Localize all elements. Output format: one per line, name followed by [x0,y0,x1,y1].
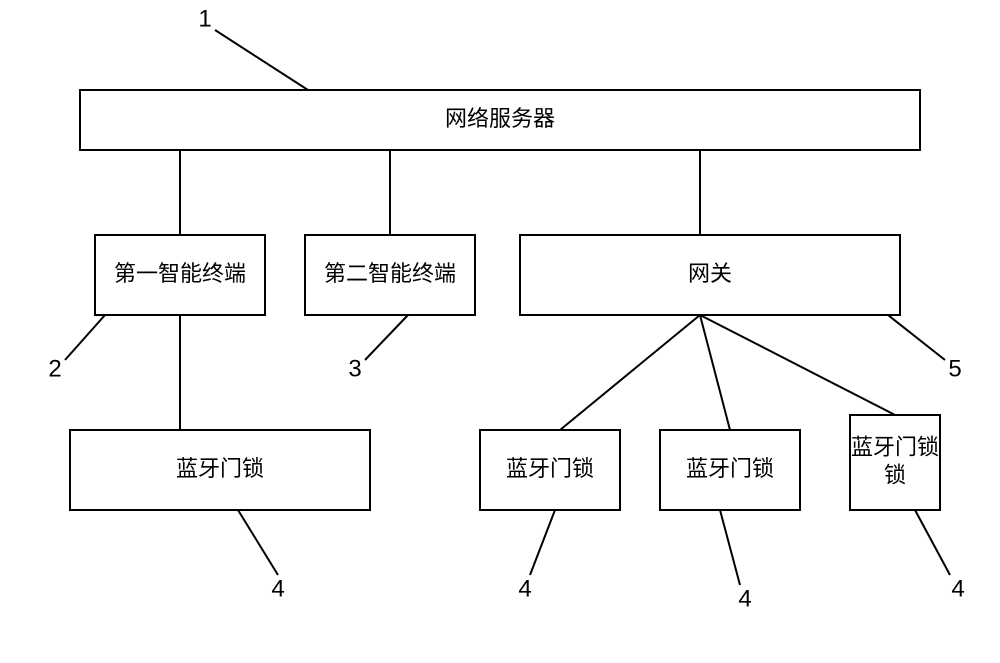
node-lockD-label: 蓝牙门锁 [851,434,939,459]
callout-line-6 [720,510,740,585]
callout-num-5: 4 [518,575,531,602]
node-lockA: 蓝牙门锁 [70,430,370,510]
node-server: 网络服务器 [80,90,920,150]
callout-num-6: 4 [738,585,751,612]
node-gateway-label: 网关 [688,261,732,286]
callout-line-5 [530,510,555,575]
callout-line-1 [65,315,105,360]
node-term2: 第二智能终端 [305,235,475,315]
callout-num-7: 4 [951,575,964,602]
edge-gateway-lockD [700,315,895,415]
node-lockB-label: 蓝牙门锁 [506,456,594,481]
callout-line-7 [915,510,950,575]
callout-num-2: 3 [348,355,361,382]
node-lockC: 蓝牙门锁 [660,430,800,510]
node-term1-label: 第一智能终端 [114,261,246,286]
node-lockD-label2: 锁 [884,462,906,487]
callout-line-2 [365,315,408,360]
callout-num-3: 5 [948,355,961,382]
node-lockD: 蓝牙门锁锁 [850,415,940,510]
callout-num-4: 4 [271,575,284,602]
callout-line-0 [215,30,308,90]
node-server-label: 网络服务器 [445,106,555,131]
callout-num-1: 2 [48,355,61,382]
node-term1: 第一智能终端 [95,235,265,315]
node-lockC-label: 蓝牙门锁 [686,456,774,481]
node-term2-label: 第二智能终端 [324,261,456,286]
node-gateway: 网关 [520,235,900,315]
edge-gateway-lockC [700,315,730,430]
edge-gateway-lockB [560,315,700,430]
callout-line-3 [888,315,945,360]
node-lockB: 蓝牙门锁 [480,430,620,510]
diagram-canvas: 网络服务器第一智能终端第二智能终端网关蓝牙门锁蓝牙门锁蓝牙门锁蓝牙门锁锁1235… [0,0,1000,663]
node-lockA-label: 蓝牙门锁 [176,456,264,481]
callout-num-0: 1 [198,5,211,32]
callout-line-4 [238,510,278,575]
